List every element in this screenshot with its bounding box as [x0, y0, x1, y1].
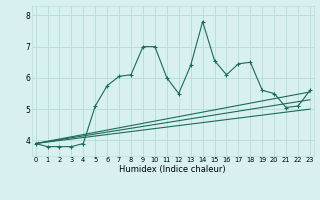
X-axis label: Humidex (Indice chaleur): Humidex (Indice chaleur)	[119, 165, 226, 174]
